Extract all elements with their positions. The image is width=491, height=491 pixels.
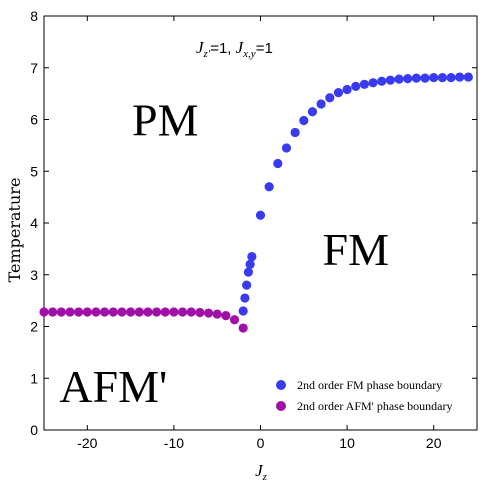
fm-boundary-point: [307, 107, 318, 117]
afm-boundary-point: [82, 307, 92, 317]
afm-boundary-point: [203, 308, 214, 318]
annotation-jxy-subscript: x,y: [242, 48, 256, 60]
afm-boundary-point: [195, 307, 205, 318]
fm-boundary-point: [245, 259, 255, 269]
y-tick-label: 6: [30, 112, 38, 128]
y-tick-label: 1: [30, 370, 38, 386]
afm-boundary-point: [134, 307, 144, 317]
fm-boundary-point: [385, 75, 395, 85]
region-label-afm: AFM': [59, 361, 167, 412]
fm-boundary-point: [351, 81, 361, 91]
fm-boundary-point: [325, 93, 335, 103]
afm-boundary-point: [221, 311, 231, 321]
fm-boundary-point: [273, 158, 283, 169]
fm-boundary-point: [437, 72, 447, 83]
fm-boundary-point: [446, 72, 456, 83]
afm-boundary-point: [56, 307, 66, 317]
afm-boundary-point: [48, 307, 58, 317]
afm-boundary-point: [108, 307, 118, 317]
x-axis-title-symbol: J: [255, 461, 264, 480]
fm-boundary-point: [316, 99, 326, 109]
afm-boundary-point: [238, 323, 248, 333]
annotation-jxy-value: =1: [256, 40, 273, 57]
legend-label-afm: 2nd order AFM' phase boundary: [297, 399, 452, 413]
coupling-annotation: Jz'=1, Jx,y=1: [196, 38, 273, 60]
afm-boundary-point: [229, 315, 240, 325]
legend-marker-afm: [276, 401, 286, 411]
fm-boundary-point: [394, 74, 404, 84]
region-label-fm: FM: [323, 224, 389, 275]
afm-boundary-point: [117, 307, 127, 317]
y-axis-title: Temperature: [5, 178, 24, 283]
afm-boundary-point: [91, 307, 101, 317]
fm-boundary-point: [290, 127, 300, 138]
data-points: [39, 72, 473, 333]
fm-boundary-point: [411, 73, 421, 83]
fm-boundary-point: [242, 280, 252, 290]
fm-boundary-point: [247, 252, 257, 262]
axis-ticks: -20 -10 0 10 20 0 1 2 3 4 5 6 7 8: [30, 8, 477, 451]
y-tick-label: 8: [30, 8, 38, 24]
region-label-pm: PM: [132, 95, 198, 146]
legend: 2nd order FM phase boundary 2nd order AF…: [276, 378, 452, 413]
fm-boundary-point: [333, 87, 344, 98]
y-tick-label: 3: [30, 267, 38, 283]
fm-boundary-point: [463, 72, 473, 82]
fm-boundary-point: [368, 78, 378, 88]
afm-boundary-point: [39, 307, 49, 317]
fm-boundary-point: [455, 72, 465, 82]
annotation-jzprime-value: =1,: [210, 40, 235, 57]
fm-boundary-point: [255, 210, 266, 220]
afm-boundary-point: [160, 307, 170, 317]
fm-boundary-point: [377, 76, 387, 86]
y-tick-label: 7: [30, 60, 38, 76]
x-tick-label: 10: [339, 435, 355, 451]
fm-boundary-point: [238, 306, 248, 316]
fm-boundary-point: [281, 143, 292, 153]
x-tick-label: -10: [164, 435, 184, 451]
afm-boundary-point: [151, 307, 162, 317]
afm-boundary-point: [65, 307, 75, 317]
legend-marker-fm: [276, 380, 286, 390]
afm-boundary-point: [100, 307, 110, 317]
afm-boundary-point: [74, 307, 84, 317]
afm-boundary-point: [212, 309, 222, 319]
fm-boundary-point: [240, 293, 250, 303]
afm-boundary-point: [126, 307, 136, 317]
afm-boundary-point: [143, 307, 153, 317]
y-tick-label: 4: [30, 215, 38, 231]
annotation-jzprime-subscript: z': [203, 48, 211, 60]
y-tick-label: 5: [30, 163, 38, 179]
x-tick-label: 0: [257, 435, 265, 451]
fm-boundary-point: [299, 115, 309, 126]
fm-boundary-point: [264, 182, 274, 192]
fm-boundary-point: [403, 74, 413, 84]
y-tick-label: 0: [30, 422, 38, 438]
x-axis-title-subscript: z: [262, 471, 268, 483]
y-tick-label: 2: [30, 319, 38, 335]
x-tick-label: -20: [77, 435, 97, 451]
annotation-jzprime-symbol: J: [196, 38, 205, 57]
fm-boundary-point: [420, 73, 430, 83]
fm-boundary-point: [359, 79, 370, 89]
fm-boundary-point: [243, 267, 253, 277]
afm-boundary-point: [186, 307, 196, 317]
afm-boundary-point: [169, 307, 179, 317]
x-axis-title: Jz: [255, 461, 268, 483]
fm-boundary-point: [429, 72, 439, 83]
annotation-jxy-symbol: J: [236, 38, 245, 57]
legend-label-fm: 2nd order FM phase boundary: [297, 378, 442, 392]
fm-boundary-point: [342, 84, 352, 95]
afm-boundary-point: [177, 307, 188, 317]
x-tick-label: 20: [426, 435, 442, 451]
